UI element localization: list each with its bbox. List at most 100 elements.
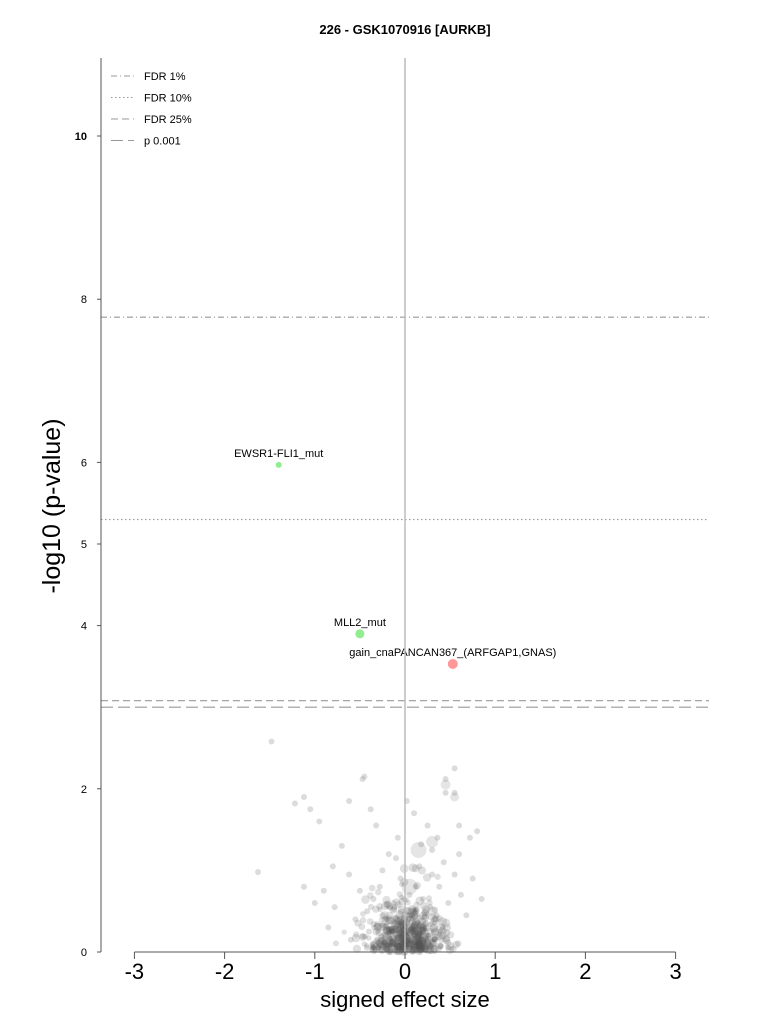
bg-point-cluster (378, 917, 385, 923)
bg-point-cluster (396, 922, 405, 931)
bg-point-cluster (384, 944, 394, 954)
bg-point-cluster (388, 928, 396, 936)
bg-point-cluster (432, 914, 440, 923)
bg-point-cluster (398, 942, 407, 951)
bg-point-cluster (437, 928, 444, 935)
bg-point-cluster (424, 931, 430, 938)
bg-point-cluster (384, 936, 394, 946)
bg-point-cluster (370, 944, 376, 950)
bg-point-cluster (399, 881, 405, 887)
bg-point-cluster (377, 906, 383, 913)
bg-point-cluster (384, 900, 392, 909)
bg-point-cluster (410, 923, 416, 929)
bg-point-cluster (392, 945, 399, 952)
bg-point-cluster (407, 915, 413, 922)
bg-point-cluster (408, 911, 415, 919)
bg-point-cluster (411, 930, 419, 938)
bg-point-cluster (411, 918, 421, 927)
bg-point-cluster (408, 863, 418, 872)
bg-point-cluster (372, 905, 380, 913)
bg-point-cluster (397, 938, 406, 946)
bg-point-cluster (417, 946, 423, 952)
bg-point (429, 871, 436, 878)
x-tick-label: -3 (125, 959, 145, 984)
bg-point-cluster (415, 941, 421, 947)
bg-point-cluster (383, 943, 392, 952)
bg-point-cluster (384, 943, 391, 949)
bg-point-cluster (418, 943, 427, 952)
bg-point-cluster (442, 936, 451, 945)
bg-point-cluster (414, 943, 420, 949)
bg-point-cluster (408, 917, 417, 926)
bg-point-cluster (396, 891, 404, 898)
bg-point-cluster (454, 940, 462, 947)
bg-point-cluster (392, 932, 399, 939)
bg-point (427, 904, 434, 911)
bg-point-cluster (358, 923, 366, 931)
bg-point-cluster (400, 927, 408, 935)
bg-point-cluster (358, 933, 367, 941)
bg-point-cluster (392, 939, 400, 947)
bg-point-cluster (368, 884, 376, 892)
bg-point-cluster (391, 920, 400, 930)
bg-point (388, 928, 395, 935)
bg-point-cluster (363, 944, 370, 951)
bg-point-cluster (423, 937, 429, 943)
bg-point-cluster (373, 937, 380, 945)
bg-point-cluster (428, 938, 434, 945)
bg-point-cluster (415, 941, 423, 949)
bg-point-cluster (370, 940, 379, 949)
bg-point-cluster (430, 933, 439, 942)
bg-point-cluster (406, 912, 414, 919)
bg-point-cluster (385, 902, 394, 910)
x-tick-label: -2 (215, 959, 235, 984)
bg-point-cluster (387, 941, 396, 951)
bg-point-cluster (394, 942, 404, 951)
bg-point (325, 924, 332, 931)
y-axis-label: -log10 (p-value) (38, 418, 66, 593)
bg-point-cluster (415, 929, 423, 938)
bg-point-cluster (399, 930, 409, 940)
bg-point-cluster (449, 945, 457, 953)
bg-point-cluster (405, 899, 411, 906)
bg-point-cluster (407, 937, 414, 944)
bg-point (439, 924, 446, 931)
bg-point-cluster (407, 936, 416, 945)
bg-point-large (426, 835, 439, 848)
bg-point-cluster (421, 942, 430, 951)
bg-point-cluster (394, 942, 403, 951)
bg-point-cluster (422, 921, 428, 927)
bg-point-cluster (421, 909, 429, 917)
bg-point-cluster (395, 934, 403, 941)
bg-point-cluster (417, 942, 426, 951)
bg-point-cluster (415, 939, 424, 948)
bg-point-cluster (396, 925, 403, 932)
bg-point-cluster (414, 931, 422, 939)
bg-point-cluster (403, 938, 412, 947)
bg-point (440, 859, 447, 866)
bg-point-cluster (408, 927, 417, 936)
bg-point-cluster (413, 907, 420, 915)
bg-point-cluster (444, 944, 451, 951)
bg-point-cluster (417, 936, 427, 945)
y-tick-label: 8 (81, 294, 87, 306)
bg-point-cluster (394, 920, 402, 928)
bg-point-large (427, 906, 438, 917)
bg-point-cluster (421, 944, 430, 953)
bg-point-cluster (412, 933, 418, 939)
bg-point-cluster (429, 939, 438, 948)
x-tick-label: -1 (305, 959, 325, 984)
bg-point-cluster (410, 942, 420, 952)
bg-point-cluster (398, 945, 404, 952)
bg-point-cluster (419, 937, 427, 945)
bg-point-cluster (442, 923, 452, 932)
bg-point-cluster (352, 944, 362, 953)
bg-point-cluster (410, 928, 419, 937)
highlight-point-0 (275, 461, 282, 468)
bg-point (424, 932, 431, 939)
bg-point-cluster (422, 924, 430, 932)
bg-point-cluster (407, 925, 417, 934)
bg-point-cluster (422, 946, 430, 953)
bg-point-cluster (442, 934, 451, 943)
